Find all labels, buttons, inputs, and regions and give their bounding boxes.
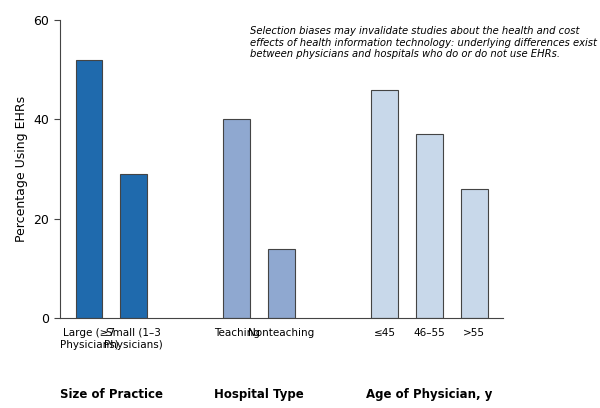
Text: Age of Physician, y: Age of Physician, y [366,388,493,401]
Bar [76,60,103,318]
Bar [371,90,398,318]
Y-axis label: Percentage Using EHRs: Percentage Using EHRs [15,96,28,242]
Bar [121,174,147,318]
Text: Size of Practice: Size of Practice [60,388,163,401]
Bar [416,134,443,318]
Bar [268,248,295,318]
Text: Hospital Type: Hospital Type [214,388,304,401]
Bar [223,120,250,318]
Bar [461,189,488,318]
Text: Selection biases may invalidate studies about the health and cost
effects of hea: Selection biases may invalidate studies … [250,26,598,59]
